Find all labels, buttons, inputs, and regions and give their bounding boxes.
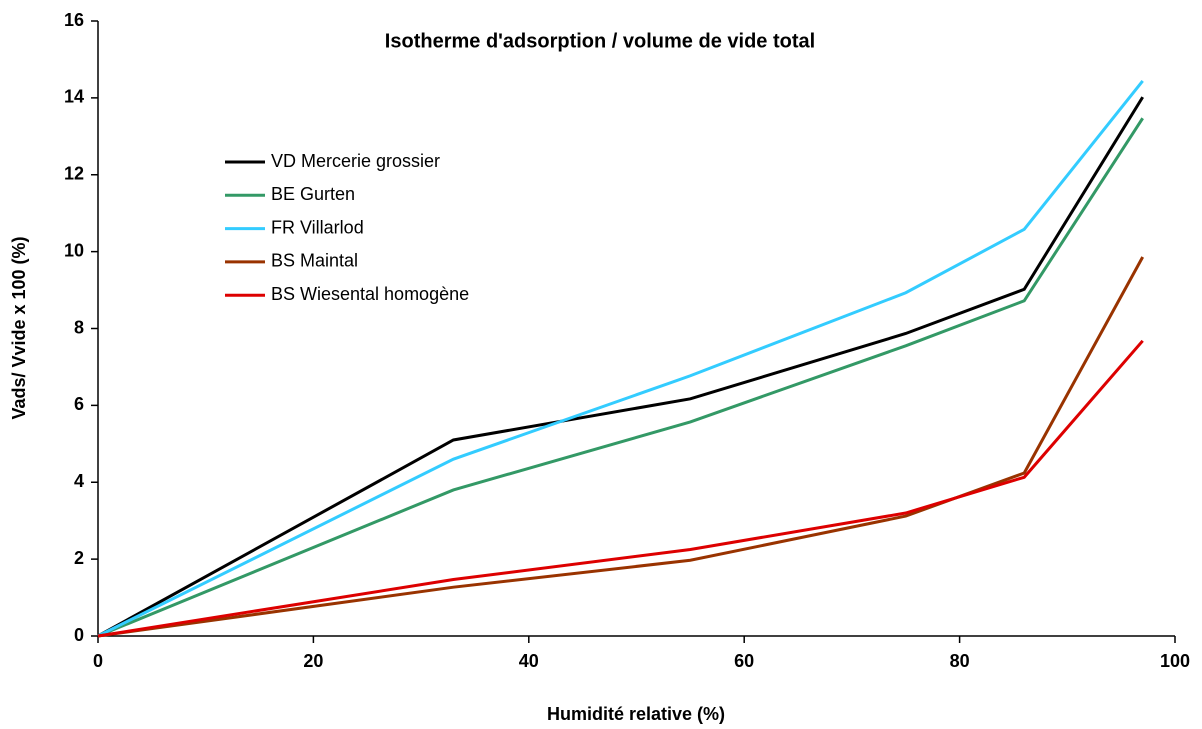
legend-label: VD Mercerie grossier [271,151,440,171]
x-axis-label: Humidité relative (%) [547,704,725,724]
y-axis-label: Vads/ Vvide x 100 (%) [9,236,29,419]
x-tick-label: 40 [519,651,539,671]
legend-label: BS Wiesental homogène [271,284,469,304]
y-tick-label: 8 [74,317,84,337]
x-tick-label: 100 [1160,651,1190,671]
y-tick-label: 6 [74,394,84,414]
line [97,117,1144,638]
line [97,80,1144,638]
y-tick-label: 14 [64,87,84,107]
y-tick-label: 12 [64,164,84,184]
line [97,256,1145,638]
chart-title: Isotherme d'adsorption / volume de vide … [385,30,815,52]
y-tick-label: 16 [64,10,84,30]
y-tick-label: 0 [74,625,84,645]
legend-label: FR Villarlod [271,217,364,237]
legend-label: BS Maintal [271,251,358,271]
x-tick-label: 60 [734,651,754,671]
y-tick-label: 2 [74,548,84,568]
line [97,96,1144,638]
y-tick-label: 10 [64,240,84,260]
x-tick-label: 80 [950,651,970,671]
y-tick-label: 4 [74,471,84,491]
line [97,339,1144,638]
x-tick-label: 20 [303,651,323,671]
legend-label: BE Gurten [271,184,355,204]
x-tick-label: 0 [93,651,103,671]
